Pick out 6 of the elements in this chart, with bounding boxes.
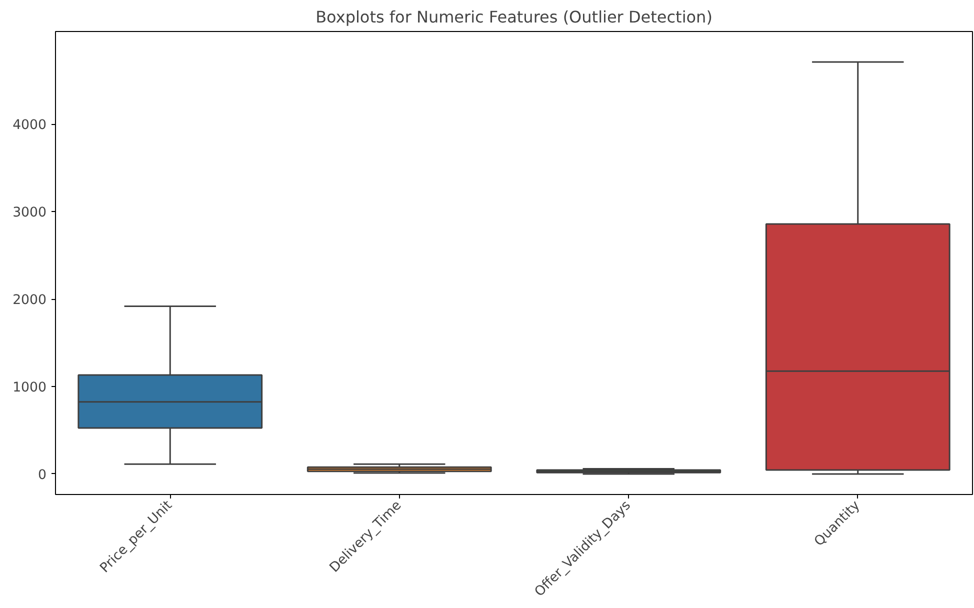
y-tick-label: 3000 — [12, 206, 47, 221]
y-tick-label: 2000 — [12, 293, 47, 308]
y-tick-label: 4000 — [12, 118, 47, 134]
y-tick-label: 0 — [38, 468, 47, 483]
y-tick-label: 1000 — [12, 380, 47, 396]
chart-title: Boxplots for Numeric Features (Outlier Detection) — [316, 8, 712, 26]
